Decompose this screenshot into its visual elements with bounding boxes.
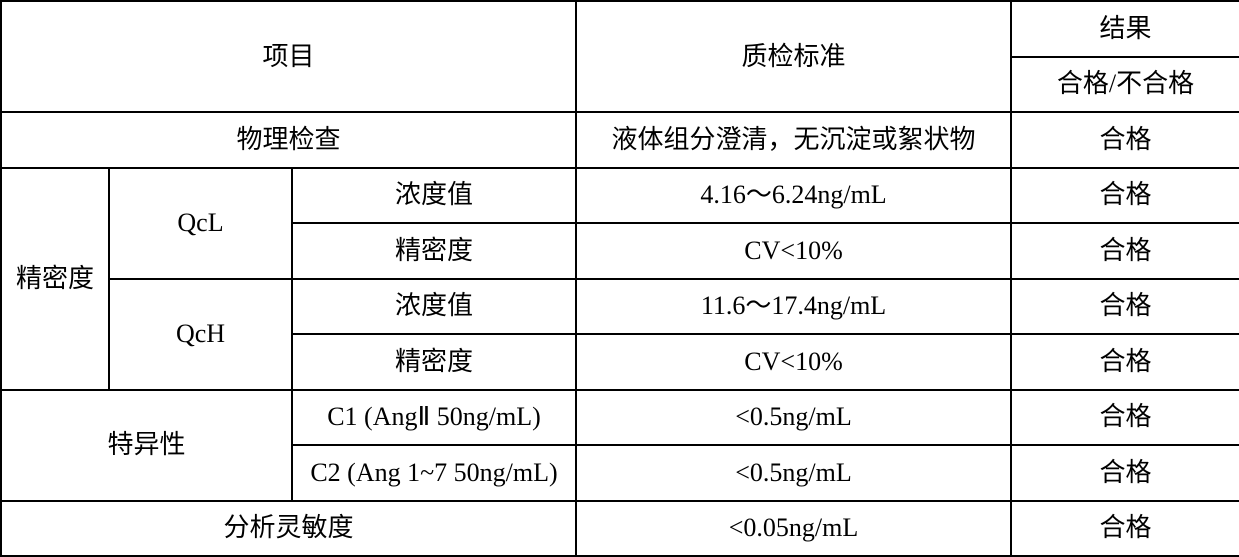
row-qch-conc: QcH 浓度值 11.6～17.4ng/mL 合格 <box>1 279 1239 335</box>
header-result: 结果 <box>1011 1 1239 57</box>
physical-label: 物理检查 <box>1 112 576 168</box>
precision-label: 精密度 <box>1 168 109 390</box>
header-row-1: 项目 质检标准 结果 <box>1 1 1239 57</box>
header-standard: 质检标准 <box>576 1 1011 112</box>
sensitivity-result: 合格 <box>1011 501 1239 557</box>
spec-c1-result: 合格 <box>1011 390 1239 446</box>
spec-c2-result: 合格 <box>1011 445 1239 501</box>
qcl-prec-standard: CV<10% <box>576 223 1011 279</box>
qch-prec-result: 合格 <box>1011 334 1239 390</box>
qch-conc-result: 合格 <box>1011 279 1239 335</box>
header-result-sub: 合格/不合格 <box>1011 57 1239 113</box>
row-spec-c1: 特异性 C1 (AngⅡ 50ng/mL) <0.5ng/mL 合格 <box>1 390 1239 446</box>
qcl-prec-result: 合格 <box>1011 223 1239 279</box>
header-item: 项目 <box>1 1 576 112</box>
qcl-label: QcL <box>109 168 292 279</box>
qcl-prec-label: 精密度 <box>292 223 576 279</box>
qcl-conc-result: 合格 <box>1011 168 1239 224</box>
qch-conc-standard: 11.6～17.4ng/mL <box>576 279 1011 335</box>
qcl-conc-standard: 4.16～6.24ng/mL <box>576 168 1011 224</box>
row-sensitivity: 分析灵敏度 <0.05ng/mL 合格 <box>1 501 1239 557</box>
row-qcl-conc: 精密度 QcL 浓度值 4.16～6.24ng/mL 合格 <box>1 168 1239 224</box>
sensitivity-label: 分析灵敏度 <box>1 501 576 557</box>
physical-result: 合格 <box>1011 112 1239 168</box>
spec-c2-label: C2 (Ang 1~7 50ng/mL) <box>292 445 576 501</box>
qc-table: 项目 质检标准 结果 合格/不合格 物理检查 液体组分澄清，无沉淀或絮状物 合格… <box>0 0 1239 557</box>
qcl-conc-label: 浓度值 <box>292 168 576 224</box>
spec-c1-label: C1 (AngⅡ 50ng/mL) <box>292 390 576 446</box>
specificity-label: 特异性 <box>1 390 292 501</box>
spec-c1-standard: <0.5ng/mL <box>576 390 1011 446</box>
qch-label: QcH <box>109 279 292 390</box>
qch-conc-label: 浓度值 <box>292 279 576 335</box>
spec-c2-standard: <0.5ng/mL <box>576 445 1011 501</box>
sensitivity-standard: <0.05ng/mL <box>576 501 1011 557</box>
row-physical: 物理检查 液体组分澄清，无沉淀或絮状物 合格 <box>1 112 1239 168</box>
qch-prec-standard: CV<10% <box>576 334 1011 390</box>
physical-standard: 液体组分澄清，无沉淀或絮状物 <box>576 112 1011 168</box>
qch-prec-label: 精密度 <box>292 334 576 390</box>
